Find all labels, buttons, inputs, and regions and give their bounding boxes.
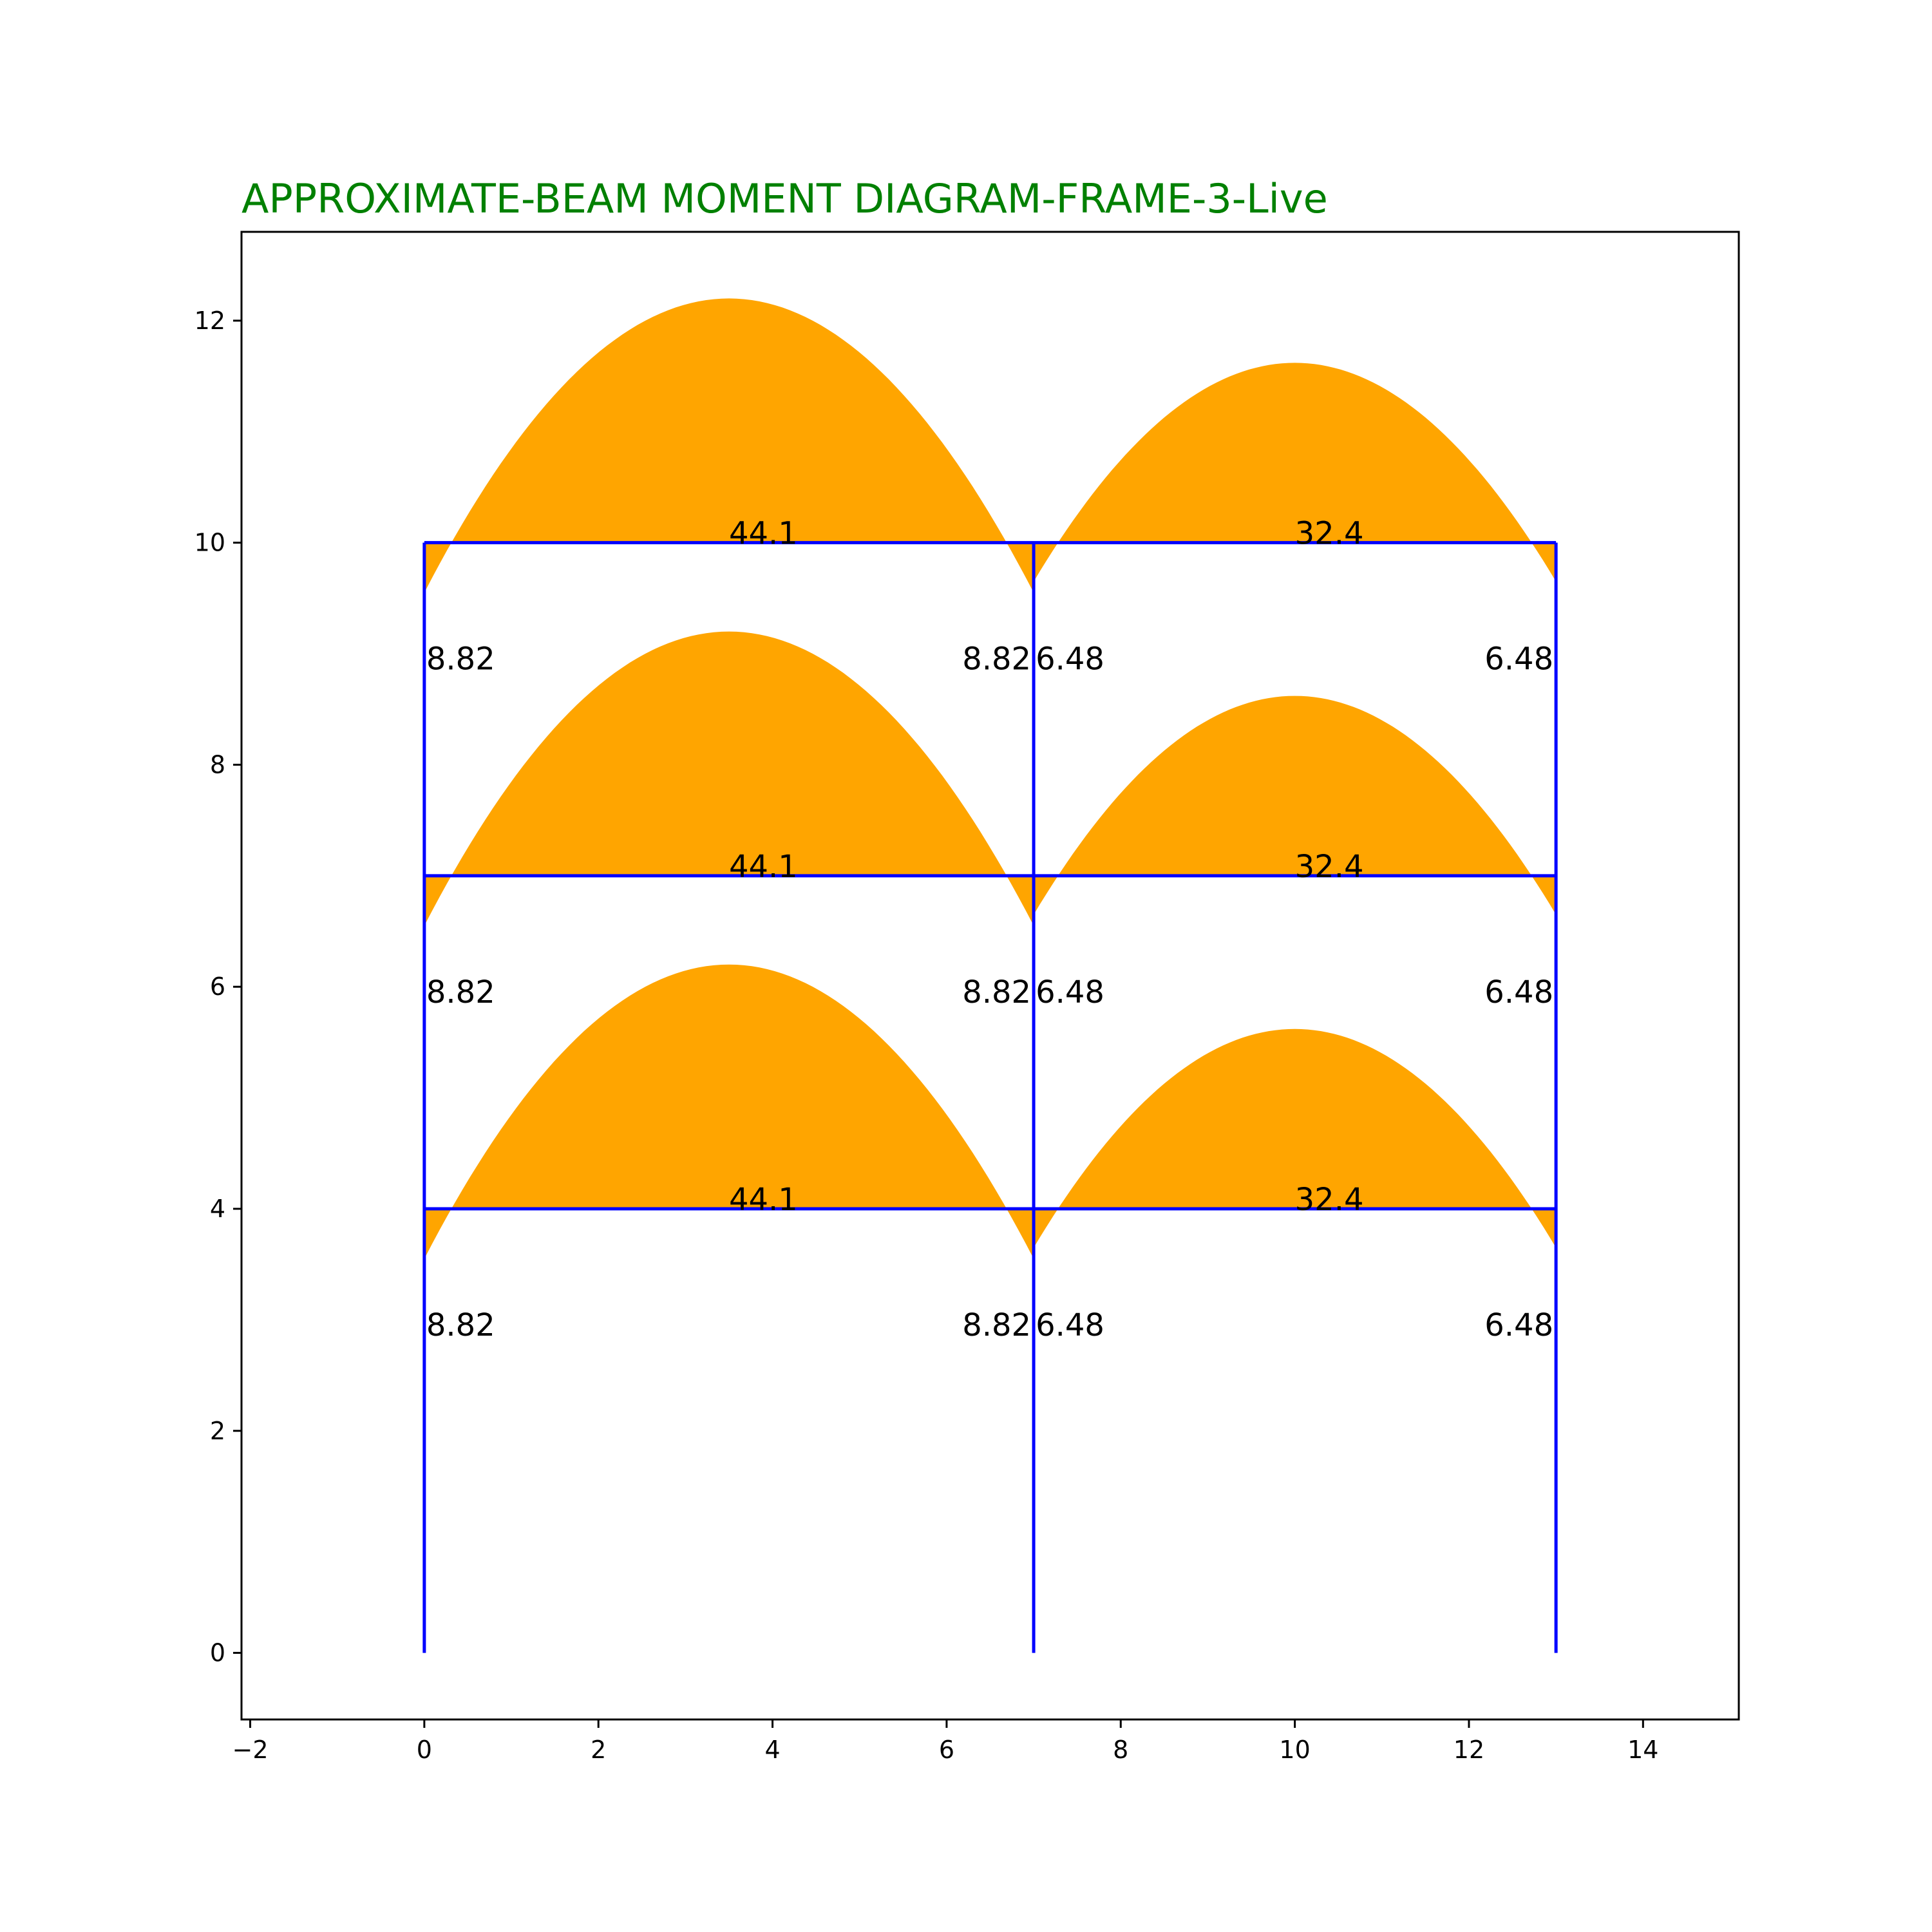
moment-labels: 44.1 8.82 8.82 32.4 6.48 6.48 44.1 8.82 8.82 32.4…	[426, 516, 1553, 1343]
midspan-moment-label: 44.1	[729, 516, 798, 552]
y-axis: 0 2 4 6 8 10 12	[194, 307, 242, 1667]
plot-area-border	[240, 231, 1740, 1721]
end-moment-label-left: 8.82	[426, 974, 495, 1010]
moment-fill-beam-5	[424, 298, 1034, 593]
end-moment-label-right: 6.48	[1484, 1307, 1553, 1343]
y-tick-label: 12	[194, 307, 225, 335]
moment-fill-beam-6	[1034, 363, 1557, 582]
end-moment-label-right: 6.48	[1484, 641, 1553, 677]
x-tick-label: 2	[591, 1736, 606, 1764]
moment-fill-beam-2	[1034, 1028, 1557, 1248]
end-moment-label-left: 6.48	[1036, 974, 1104, 1010]
y-tick-label: 4	[210, 1195, 225, 1223]
end-moment-label-left: 8.82	[426, 1307, 495, 1343]
x-tick-label: 12	[1454, 1736, 1484, 1764]
frame-members	[422, 541, 1558, 1653]
x-tick-label: 10	[1279, 1736, 1310, 1764]
moment-fill-beam-1	[424, 964, 1034, 1259]
midspan-moment-label: 32.4	[1295, 516, 1364, 552]
midspan-moment-label: 44.1	[729, 849, 798, 885]
end-moment-label-left: 6.48	[1036, 641, 1104, 677]
x-tick-label: 14	[1627, 1736, 1658, 1764]
midspan-moment-label: 44.1	[729, 1182, 798, 1218]
y-tick-label: 6	[210, 972, 225, 1001]
x-tick-label: −2	[232, 1736, 269, 1764]
end-moment-label-right: 6.48	[1484, 974, 1553, 1010]
chart-title: APPROXIMATE-BEAM MOMENT DIAGRAM-FRAME-3-…	[242, 175, 1328, 222]
end-moment-label-left: 8.82	[426, 641, 495, 677]
x-axis: −2 0 2 4 6 8 10 12 14	[232, 1719, 1658, 1764]
x-tick-label: 8	[1113, 1736, 1128, 1764]
y-tick-label: 2	[210, 1417, 225, 1445]
moment-fill-beam-4	[1034, 696, 1557, 915]
end-moment-label-right: 8.82	[962, 1307, 1031, 1343]
end-moment-label-left: 6.48	[1036, 1307, 1104, 1343]
x-tick-label: 4	[764, 1736, 780, 1764]
midspan-moment-label: 32.4	[1295, 849, 1364, 885]
y-tick-label: 8	[210, 750, 225, 779]
y-tick-label: 0	[210, 1639, 225, 1667]
x-tick-label: 6	[939, 1736, 954, 1764]
end-moment-label-right: 8.82	[962, 974, 1031, 1010]
end-moment-label-right: 8.82	[962, 641, 1031, 677]
moment-fills	[424, 298, 1557, 1259]
moment-fill-beam-3	[424, 631, 1034, 926]
y-tick-label: 10	[194, 529, 225, 557]
x-tick-label: 0	[417, 1736, 432, 1764]
midspan-moment-label: 32.4	[1295, 1182, 1364, 1218]
